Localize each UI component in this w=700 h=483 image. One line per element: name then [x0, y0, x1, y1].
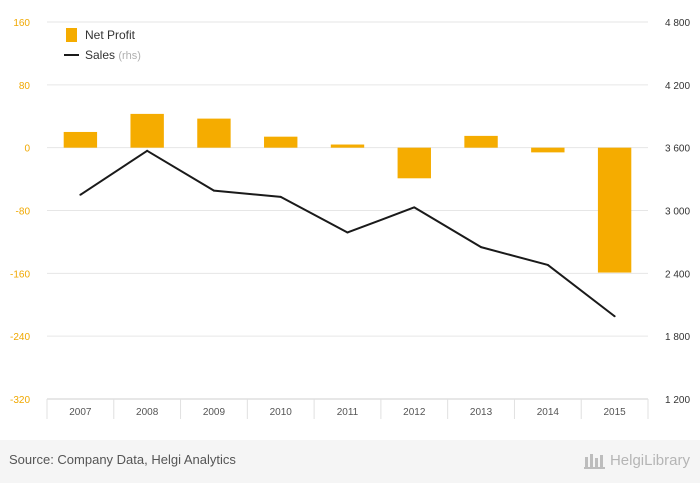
- right-tick-label: 2 400: [665, 269, 690, 280]
- left-tick-label: -240: [10, 332, 30, 343]
- x-tick-label: 2009: [203, 407, 226, 418]
- left-tick-label: 160: [13, 18, 30, 29]
- point-sales: [546, 263, 549, 266]
- x-tick-label: 2007: [69, 407, 92, 418]
- right-tick-label: 3 000: [665, 207, 690, 218]
- chart-area: 160 80 0 -80 -160 -240 -320 4 800 4 200 3 600 3 00…: [10, 18, 690, 419]
- axes: 160 80 0 -80 -160 -240 -320 4 800 4 200 3 600 3 00…: [10, 18, 690, 419]
- point-sales: [212, 189, 215, 192]
- x-tick-label: 2014: [537, 407, 560, 418]
- legend-label-sales: Sales (rhs): [85, 48, 141, 62]
- bar-net-profit: [464, 135, 498, 148]
- left-tick-label: 0: [24, 144, 30, 155]
- net-profit-bars: [63, 113, 632, 273]
- library-icon: [583, 454, 605, 469]
- x-tick-label: 2015: [603, 407, 626, 418]
- point-sales: [480, 246, 483, 249]
- bar-net-profit: [264, 136, 298, 148]
- brand-name: HelgiLibrary: [609, 451, 690, 469]
- right-tick-label: 1 200: [665, 395, 690, 406]
- point-sales: [79, 193, 82, 196]
- line-sales: [79, 149, 616, 318]
- gridlines: [47, 21, 648, 400]
- footer: Source: Company Data, Helgi Analytics He…: [0, 440, 700, 483]
- right-tick-label: 4 200: [665, 81, 690, 92]
- right-tick-label: 3 600: [665, 144, 690, 155]
- legend-swatch-net-profit: [66, 28, 77, 42]
- bar-net-profit: [330, 144, 365, 148]
- left-tick-label: -80: [16, 207, 31, 218]
- legend-label-net-profit: Net Profit: [85, 28, 136, 42]
- point-sales: [279, 195, 282, 198]
- point-sales: [346, 231, 349, 234]
- bar-net-profit: [130, 113, 164, 148]
- left-tick-label: -320: [10, 395, 30, 406]
- x-tick-label: 2010: [270, 407, 293, 418]
- left-tick-label: -160: [10, 269, 30, 280]
- legend: Net Profit Sales (rhs): [64, 28, 141, 62]
- legend-label-sales-suffix: (rhs): [118, 50, 141, 62]
- x-tick-label: 2011: [337, 407, 359, 418]
- x-tick-label: 2008: [136, 407, 159, 418]
- point-sales: [613, 315, 616, 318]
- bar-net-profit: [597, 147, 632, 273]
- point-sales: [413, 206, 416, 209]
- left-tick-label: 80: [19, 81, 31, 92]
- combo-chart: 160 80 0 -80 -160 -240 -320 4 800 4 200 3 600 3 00…: [10, 18, 690, 419]
- source-note: Source: Company Data, Helgi Analytics: [9, 452, 236, 467]
- sales-line: [79, 149, 616, 318]
- x-tick-label: 2012: [403, 407, 426, 418]
- point-sales: [146, 149, 149, 152]
- right-tick-label: 1 800: [665, 332, 690, 343]
- brand-logo[interactable]: HelgiLibrary: [583, 451, 690, 469]
- right-tick-label: 4 800: [665, 18, 690, 29]
- bar-net-profit: [397, 147, 431, 179]
- bar-net-profit: [197, 118, 231, 148]
- bar-net-profit: [63, 131, 98, 148]
- x-tick-label: 2013: [470, 407, 493, 418]
- bar-net-profit: [531, 147, 565, 153]
